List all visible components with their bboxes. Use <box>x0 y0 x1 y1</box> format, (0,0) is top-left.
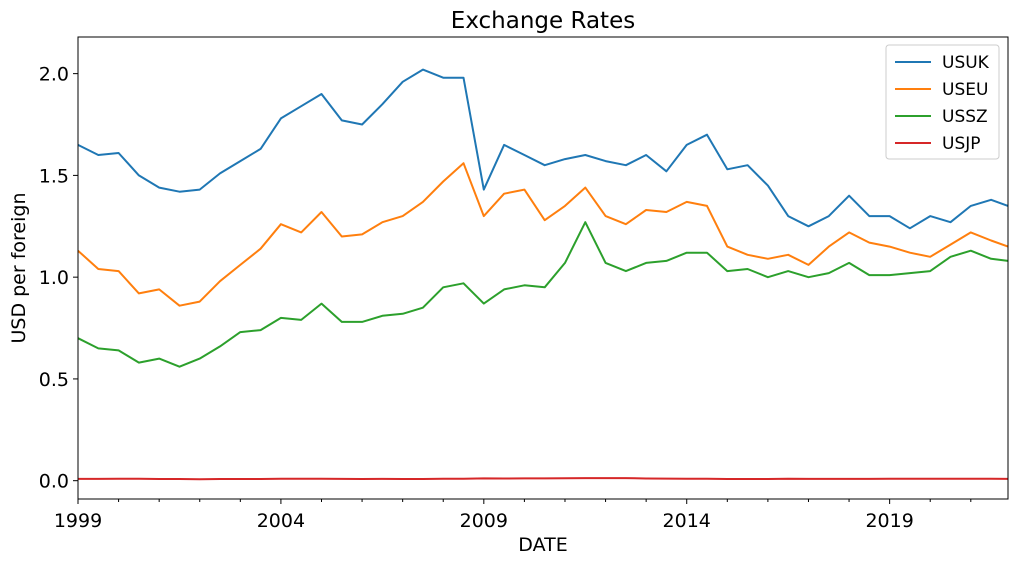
series-line-usjp <box>78 477 1009 481</box>
x-tick-label: 2019 <box>865 510 913 532</box>
series-line-usuk <box>77 68 1009 230</box>
x-axis-label: DATE <box>518 534 567 556</box>
series-line-useu <box>77 162 1009 307</box>
x-tick-label: 2004 <box>257 510 305 532</box>
y-tick-label: 0.0 <box>39 471 69 493</box>
x-axis: 1999 2004 2009 2014 2019 <box>54 499 972 532</box>
y-axis-label: USD per foreign <box>8 192 30 343</box>
legend: USUK USEU USSZ USJP <box>885 44 1000 160</box>
y-tick-label: 1.0 <box>39 267 69 289</box>
series-layer <box>77 68 1009 481</box>
y-tick-label: 1.5 <box>39 165 69 187</box>
y-axis: 0.0 0.5 1.0 1.5 2.0 <box>39 64 78 493</box>
x-tick-label: 2014 <box>663 510 711 532</box>
series-line-ussz <box>77 221 1009 368</box>
plot-frame <box>77 36 1009 500</box>
x-tick-label: 1999 <box>54 510 102 532</box>
y-tick-label: 0.5 <box>39 369 69 391</box>
y-tick-label: 2.0 <box>39 64 69 86</box>
legend-label-usuk: USUK <box>942 53 990 73</box>
legend-label-useu: USEU <box>942 80 988 100</box>
legend-label-usjp: USJP <box>942 134 981 154</box>
legend-box <box>885 44 1000 160</box>
x-tick-label: 2009 <box>460 510 508 532</box>
legend-label-ussz: USSZ <box>942 107 988 127</box>
plot-area <box>78 37 1008 499</box>
chart-title: Exchange Rates <box>451 8 635 34</box>
